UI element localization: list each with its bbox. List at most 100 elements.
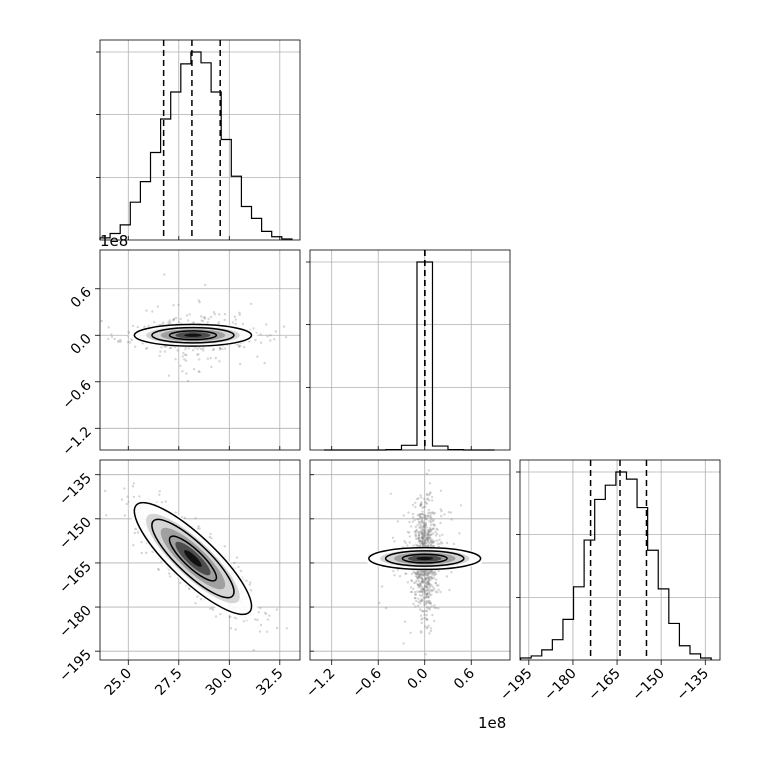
scatter-point <box>418 522 421 525</box>
scatter-point <box>441 542 444 545</box>
scatter-point <box>424 515 427 518</box>
scatter-point <box>424 524 427 528</box>
scatter-point <box>424 538 428 542</box>
scatter-point <box>426 538 429 541</box>
scatter-point <box>440 514 443 518</box>
scatter-point <box>410 572 414 575</box>
scatter-point <box>423 588 426 592</box>
scatter-point <box>413 591 417 594</box>
scatter-point <box>212 347 215 351</box>
scatter-point <box>177 303 180 307</box>
scatter-point <box>433 524 436 527</box>
scatter-point <box>265 323 268 326</box>
scatter-point <box>429 539 432 542</box>
scatter-point <box>415 599 418 603</box>
scatter-point <box>422 542 425 545</box>
scatter-point <box>434 530 437 534</box>
scatter-point <box>430 540 433 544</box>
scatter-point <box>421 543 424 546</box>
scatter-point <box>209 607 212 610</box>
scatter-point <box>424 528 427 531</box>
scatter-point <box>411 590 414 594</box>
scatter-point <box>259 341 263 344</box>
scatter-point <box>428 511 432 514</box>
scatter-point <box>423 514 426 518</box>
panel-frame-2-1 <box>309 459 511 661</box>
scatter-point <box>421 573 425 576</box>
scatter-point <box>434 581 437 585</box>
scatter-point <box>187 347 190 350</box>
scatter-point <box>425 472 429 475</box>
scatter-point <box>249 581 252 584</box>
scatter-point <box>176 349 179 352</box>
scatter-point <box>425 517 428 520</box>
scatter-point <box>417 577 420 580</box>
scatter-point <box>421 536 425 540</box>
x-tick-label: 0.0 <box>404 666 431 693</box>
scatter-point <box>424 542 427 545</box>
x-offset-text: 1e8 <box>478 714 506 732</box>
scatter-point <box>425 614 428 617</box>
scatter-point <box>181 370 184 373</box>
scatter-point <box>214 615 218 618</box>
scatter-point <box>156 305 159 308</box>
scatter-point <box>425 627 428 630</box>
scatter-point <box>430 588 433 592</box>
scatter-point <box>422 534 425 537</box>
scatter-point <box>423 601 426 604</box>
scatter-point <box>266 618 270 621</box>
scatter-point <box>432 518 435 521</box>
scatter-point <box>418 526 421 529</box>
scatter-point <box>414 572 417 575</box>
scatter-point <box>430 576 433 579</box>
scatter-point <box>217 321 220 324</box>
y-tick-label: −1.2 <box>59 424 94 459</box>
scatter-point <box>421 537 425 541</box>
scatter-point <box>420 521 423 524</box>
scatter-point <box>420 540 423 543</box>
scatter-point <box>419 590 422 593</box>
scatter-point <box>259 623 263 627</box>
scatter-point <box>421 543 424 546</box>
scatter-point <box>140 540 143 544</box>
scatter-point <box>391 536 395 539</box>
scatter-point <box>425 533 428 537</box>
scatter-point <box>422 542 426 545</box>
scatter-point <box>219 347 222 350</box>
scatter-point <box>242 346 246 349</box>
scatter-point <box>447 511 451 514</box>
scatter-point <box>427 529 431 532</box>
scatter-point <box>424 573 428 576</box>
scatter-point <box>430 575 433 578</box>
x-tick-label: −195 <box>497 666 536 705</box>
scatter-point <box>430 593 433 597</box>
scatter-point <box>422 516 425 519</box>
scatter-point <box>237 565 240 569</box>
scatter-point <box>416 570 419 574</box>
scatter-point <box>459 504 463 507</box>
scatter-point <box>426 580 429 583</box>
scatter-point <box>415 497 419 501</box>
scatter-point <box>428 572 431 575</box>
scatter-point <box>421 541 424 545</box>
scatter-point <box>218 348 222 351</box>
scatter-point <box>426 601 429 604</box>
panel-frame-2-2 <box>519 459 721 661</box>
scatter-point <box>425 593 428 596</box>
scatter-point <box>198 358 201 361</box>
scatter-point <box>128 341 132 344</box>
scatter-point <box>421 533 424 536</box>
scatter-point <box>420 501 423 504</box>
scatter-point <box>417 570 420 573</box>
scatter-point <box>422 535 425 538</box>
scatter-point <box>202 316 205 319</box>
scatter-point <box>123 514 127 517</box>
scatter-point <box>418 514 421 517</box>
scatter-point <box>430 570 433 573</box>
scatter-point <box>423 530 427 534</box>
scatter-point <box>424 603 427 606</box>
scatter-point <box>415 528 419 531</box>
scatter-point <box>421 588 425 591</box>
scatter-point <box>179 581 182 584</box>
scatter-point <box>426 536 429 540</box>
